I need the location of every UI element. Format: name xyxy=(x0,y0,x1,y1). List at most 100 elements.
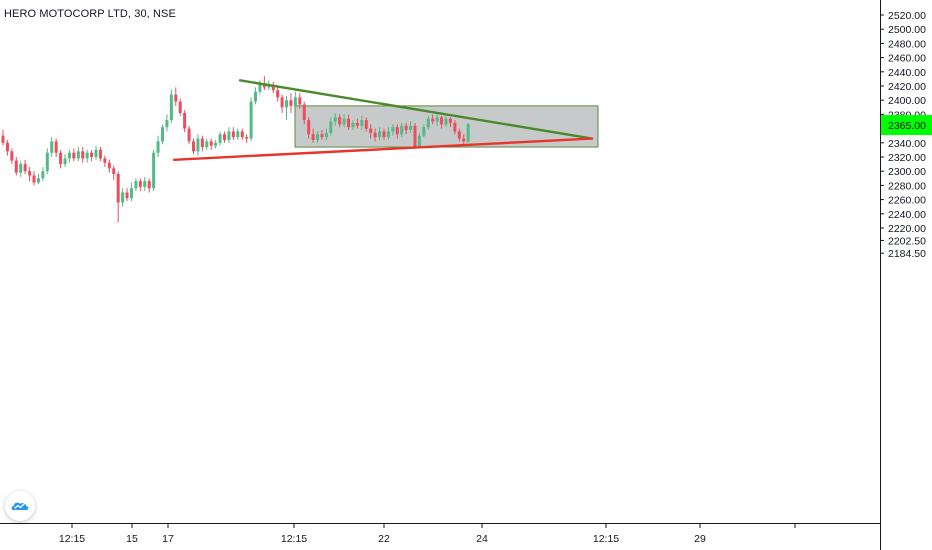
candle-body xyxy=(14,160,18,173)
candle-body xyxy=(134,181,138,189)
candle xyxy=(422,124,426,138)
price-tick-label: 2280.00 xyxy=(888,180,926,192)
candle xyxy=(32,171,36,186)
candle xyxy=(285,95,289,121)
candle xyxy=(338,114,342,128)
candle-body xyxy=(54,141,58,153)
candle-body xyxy=(444,118,448,125)
candle-body xyxy=(214,142,218,146)
candle xyxy=(19,161,23,177)
price-tick-label: 2340.00 xyxy=(888,138,926,150)
candle xyxy=(289,93,293,113)
candle-body xyxy=(440,117,444,125)
candle-body xyxy=(45,152,49,172)
upper-trendline[interactable] xyxy=(238,79,594,140)
candle-body xyxy=(426,118,430,128)
time-tick-label: 17 xyxy=(162,533,174,545)
candle-body xyxy=(457,131,461,139)
candle-body xyxy=(178,101,182,113)
candle xyxy=(98,147,102,162)
candle xyxy=(395,124,399,139)
candle xyxy=(45,148,49,175)
candle-body xyxy=(382,131,386,138)
candle xyxy=(209,138,213,150)
candle xyxy=(382,128,386,140)
candle-body xyxy=(431,118,435,122)
candle xyxy=(169,89,173,123)
candle-body xyxy=(342,118,346,125)
candle xyxy=(431,114,435,125)
candle-body xyxy=(258,83,262,92)
candle-body xyxy=(129,188,133,199)
candle xyxy=(50,137,54,157)
candle-body xyxy=(121,192,125,203)
candle xyxy=(276,87,280,102)
candle xyxy=(307,117,311,139)
candle-body xyxy=(85,152,89,159)
candle xyxy=(400,122,404,138)
candle-body xyxy=(205,141,209,148)
candle xyxy=(196,134,200,156)
candle-body xyxy=(245,137,249,139)
candle-body xyxy=(236,131,240,138)
candle xyxy=(457,128,461,142)
candle-body xyxy=(59,152,63,165)
price-tick-label: 2320.00 xyxy=(888,152,926,164)
candle-body xyxy=(240,131,244,138)
price-tick-label: 2520.00 xyxy=(888,10,926,22)
candle xyxy=(324,128,328,140)
candle-body xyxy=(391,127,395,132)
candle-body xyxy=(187,128,191,142)
tradingview-logo-icon[interactable] xyxy=(5,491,35,521)
candle-body xyxy=(209,141,213,146)
candle-body xyxy=(147,181,151,189)
candle-body xyxy=(138,181,142,187)
time-tick-label: 12:15 xyxy=(59,533,85,545)
candle xyxy=(302,101,306,125)
candle-body xyxy=(32,175,36,183)
candle-body xyxy=(63,158,67,165)
candle-body xyxy=(316,134,320,140)
candle xyxy=(271,81,275,94)
candle-body xyxy=(417,135,421,148)
candle-body xyxy=(413,125,417,148)
price-axis: 2520.00 2500.00 2480.00 2460.00 2440.00 2420.… xyxy=(880,10,926,260)
candle xyxy=(116,171,120,223)
candle xyxy=(280,94,284,113)
candle-body xyxy=(125,192,129,199)
candle-body xyxy=(183,112,187,129)
candle xyxy=(351,120,355,131)
current-price-label: 2365.00 xyxy=(888,120,926,132)
candle xyxy=(41,166,45,182)
candle xyxy=(5,139,9,156)
time-tick-label: 24 xyxy=(476,533,488,545)
candle-body xyxy=(462,138,466,142)
candle-body xyxy=(404,125,408,131)
candle xyxy=(143,176,147,192)
candle-body xyxy=(76,151,80,159)
annotation-layer-front xyxy=(172,79,594,162)
candle-body xyxy=(19,164,23,173)
candle-body xyxy=(280,97,284,108)
candle-body xyxy=(165,120,169,128)
candle xyxy=(165,114,169,132)
candle-body xyxy=(373,132,377,138)
candle-body xyxy=(94,149,98,157)
candle xyxy=(311,128,315,143)
price-tick-label: 2260.00 xyxy=(888,195,926,207)
candle xyxy=(417,132,421,149)
price-tick-label: 2400.00 xyxy=(888,95,926,107)
candle xyxy=(245,134,249,143)
price-tick-label: 2220.00 xyxy=(888,223,926,235)
candle-body xyxy=(293,97,297,106)
candle-body xyxy=(50,141,54,153)
price-tick-label: 2440.00 xyxy=(888,67,926,79)
candle xyxy=(152,149,156,192)
candle-body xyxy=(271,84,275,91)
candle-body xyxy=(36,178,40,183)
candle-body xyxy=(333,117,337,122)
candles-layer xyxy=(1,76,470,223)
lower-trendline[interactable] xyxy=(172,137,594,162)
candle-body xyxy=(1,135,5,143)
